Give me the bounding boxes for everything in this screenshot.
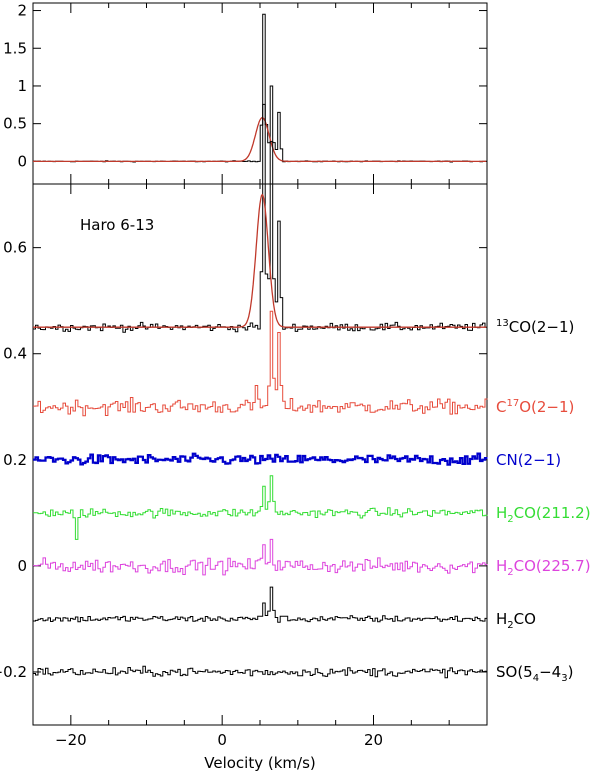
y-tick-label: 0.5 xyxy=(3,115,27,133)
top-spectrum-line xyxy=(33,13,488,163)
label-part: O(2−1) xyxy=(519,398,574,416)
label-part: SO(5 xyxy=(496,663,533,681)
label-part: H xyxy=(496,610,507,628)
label-part: CO(211.2) xyxy=(514,504,591,522)
series-label-6: SO(54−43) xyxy=(496,663,573,684)
y-tick-label: 2 xyxy=(17,2,27,20)
series-label-3: H2CO(211.2) xyxy=(496,504,591,525)
y-tick-label: 1.5 xyxy=(3,39,27,57)
y-tick-label: −0.2 xyxy=(0,663,27,681)
bottom-y-axis: −0.2 0 0.2 0.4 0.6 xyxy=(0,239,487,681)
label-part: CO xyxy=(514,610,536,628)
top-x-ticks xyxy=(32,3,488,184)
series-line-6 xyxy=(33,665,488,679)
series-line-4 xyxy=(33,538,488,576)
label-part: CO(225.7) xyxy=(514,557,591,575)
bottom-series-group xyxy=(33,103,488,679)
label-part: 3 xyxy=(561,673,567,684)
series-model-line-0 xyxy=(33,193,487,328)
series-line-3 xyxy=(33,475,488,540)
label-part: H xyxy=(496,557,507,575)
series-line-0 xyxy=(33,103,488,333)
label-part: 2 xyxy=(507,567,513,578)
top-model-line xyxy=(33,116,487,163)
series-label-5: H2CO xyxy=(496,610,536,631)
top-panel: 0 0.5 1 1.5 2 xyxy=(3,2,488,185)
y-tick-label: 0 xyxy=(17,557,27,575)
series-label-2: CN(2−1) xyxy=(496,451,561,469)
x-tick-label: −20 xyxy=(55,731,87,749)
series-line-1 xyxy=(33,310,488,417)
series-line-2 xyxy=(33,452,488,466)
label-part: CO(2−1) xyxy=(509,318,575,336)
y-tick-label: 0.2 xyxy=(3,451,27,469)
top-y-axis: 0 0.5 1 1.5 2 xyxy=(3,2,487,170)
x-tick-label: 0 xyxy=(217,731,227,749)
label-part: 2 xyxy=(507,514,513,525)
label-part: H xyxy=(496,504,507,522)
label-part: 2 xyxy=(507,620,513,631)
x-tick-label: 20 xyxy=(364,731,383,749)
label-part: CN(2−1) xyxy=(496,451,561,469)
y-tick-label: 0 xyxy=(17,152,27,170)
label-part: 13 xyxy=(496,318,509,329)
label-part: ) xyxy=(568,663,574,681)
series-label-0: 13CO(2−1) xyxy=(496,318,574,336)
series-labels: 13CO(2−1)C17O(2−1)CN(2−1)H2CO(211.2)H2CO… xyxy=(496,318,591,684)
label-part: C xyxy=(496,398,506,416)
label-part: 17 xyxy=(506,398,519,409)
y-tick-label: 1 xyxy=(17,77,27,95)
label-part: 4 xyxy=(533,673,539,684)
series-label-1: C17O(2−1) xyxy=(496,398,574,416)
x-axis-label: Velocity (km/s) xyxy=(204,754,315,772)
series-line-5 xyxy=(33,586,488,623)
top-series-group xyxy=(33,13,488,163)
y-tick-label: 0.4 xyxy=(3,345,27,363)
series-label-4: H2CO(225.7) xyxy=(496,557,591,578)
source-annotation: Haro 6-13 xyxy=(80,216,154,234)
label-part: −4 xyxy=(539,663,561,681)
bottom-x-axis: −20 0 20 xyxy=(32,184,488,749)
y-tick-label: 0.6 xyxy=(3,239,27,257)
